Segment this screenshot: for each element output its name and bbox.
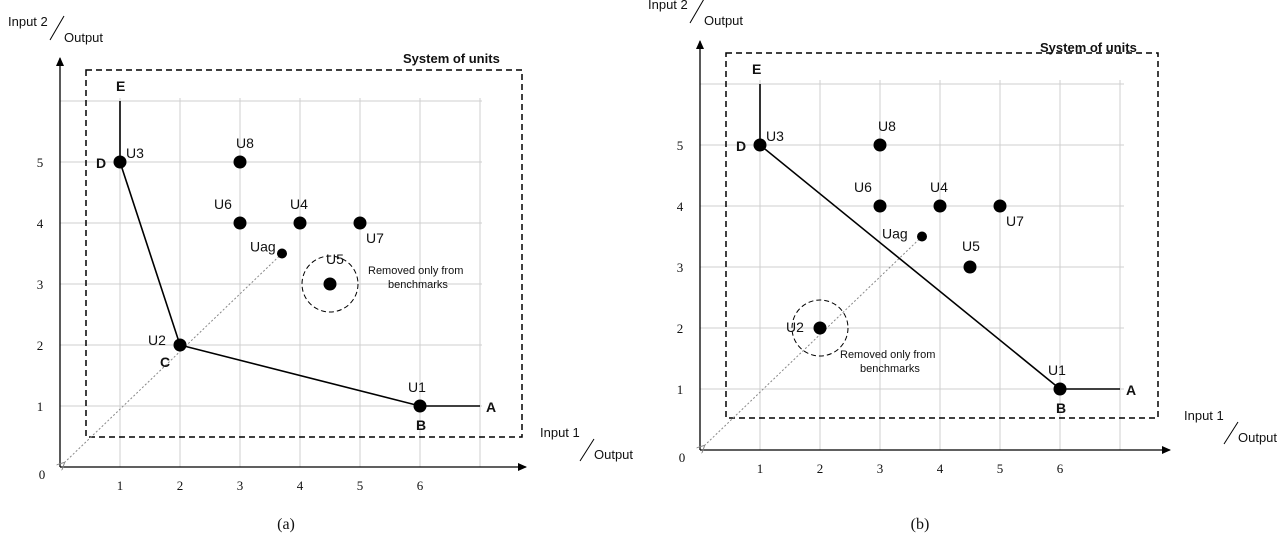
x-tick-label: 6 xyxy=(1057,461,1064,476)
y-tick-label: 4 xyxy=(677,199,684,214)
unit-point-u3 xyxy=(113,155,127,169)
unit-label-u8: U8 xyxy=(236,135,254,151)
frontier-label-a: A xyxy=(486,399,496,415)
unit-point-u4 xyxy=(933,199,947,213)
unit-label-u7: U7 xyxy=(1006,213,1024,229)
unit-point-u2 xyxy=(173,338,187,352)
unit-label-u4: U4 xyxy=(290,196,308,212)
x-axis-label-numerator: Input 1 xyxy=(540,425,580,440)
aggregate-point xyxy=(277,248,287,259)
frontier-label-e: E xyxy=(116,78,125,94)
unit-point-u7 xyxy=(993,199,1007,213)
unit-label-u5: U5 xyxy=(326,251,344,267)
removed-note-line-1: Removed only from xyxy=(368,265,463,277)
chart-panel-b: 1 2 3 4 5 6 1 2 3 4 5 0 Input 2 Output Input 1 Output Sy… xyxy=(648,0,1277,533)
unit-label-u8: U8 xyxy=(878,118,896,134)
x-tick-label: 4 xyxy=(297,478,304,493)
y-tick-label: 5 xyxy=(37,155,44,170)
x-tick-label: 5 xyxy=(997,461,1004,476)
x-axis-label-denominator: Output xyxy=(1238,430,1277,445)
y-axis-label-numerator: Input 2 xyxy=(8,14,48,29)
chart-panel-a: 1 2 3 4 5 6 1 2 3 4 5 0 Input 2 Output Input 1 Output Sy… xyxy=(8,14,633,533)
unit-label-u6: U6 xyxy=(854,179,872,195)
unit-point-u4 xyxy=(293,216,307,230)
unit-point-u8 xyxy=(873,138,887,152)
y-tick-label: 4 xyxy=(37,216,44,231)
y-tick-label: 3 xyxy=(37,277,44,292)
aggregate-label: Uag xyxy=(882,226,908,242)
panel-caption: (b) xyxy=(911,516,930,533)
unit-label-u1: U1 xyxy=(1048,362,1066,378)
y-tick-label: 5 xyxy=(677,138,684,153)
y-tick-label: 2 xyxy=(677,321,684,336)
x-tick-label: 2 xyxy=(177,478,184,493)
frontier-label-d: D xyxy=(736,138,746,154)
x-tick-label: 4 xyxy=(937,461,944,476)
unit-label-u5: U5 xyxy=(962,238,980,254)
unit-point-u1 xyxy=(1053,382,1067,396)
unit-point-u8 xyxy=(233,155,247,169)
x-tick-label: 3 xyxy=(877,461,884,476)
unit-point-u5 xyxy=(323,277,337,291)
removed-note-line-2: benchmarks xyxy=(860,363,920,375)
y-tick-label: 2 xyxy=(37,338,44,353)
x-axis-label-slash xyxy=(579,438,595,462)
y-axis-label-denominator: Output xyxy=(64,30,103,45)
unit-label-u1: U1 xyxy=(408,379,426,395)
panel-caption: (a) xyxy=(277,516,295,533)
removed-unit-ring xyxy=(301,255,359,313)
y-axis-label-slash xyxy=(49,15,65,41)
y-axis-label-numerator: Input 2 xyxy=(648,0,688,12)
frontier-label-c: C xyxy=(160,354,170,370)
removed-unit-ring xyxy=(791,299,849,357)
y-axis-label-denominator: Output xyxy=(704,13,743,28)
frontier-label-e: E xyxy=(752,61,761,77)
system-of-units-title: System of units xyxy=(1040,40,1137,55)
frontier-label-b: B xyxy=(416,417,426,433)
unit-point-u5 xyxy=(963,260,977,274)
origin-label: 0 xyxy=(679,450,686,465)
aggregate-point xyxy=(917,231,927,242)
frontier-label-b: B xyxy=(1056,400,1066,416)
unit-point-u6 xyxy=(233,216,247,230)
x-axis-label-numerator: Input 1 xyxy=(1184,408,1224,423)
unit-label-u3: U3 xyxy=(766,128,784,144)
aggregate-label: Uag xyxy=(250,239,276,255)
unit-label-u3: U3 xyxy=(126,145,144,161)
removed-note-line-1: Removed only from xyxy=(840,349,935,361)
system-of-units-title: System of units xyxy=(403,51,500,66)
y-tick-label: 1 xyxy=(677,382,684,397)
unit-point-u7 xyxy=(353,216,367,230)
system-of-units-box xyxy=(725,52,1159,419)
x-tick-label: 6 xyxy=(417,478,424,493)
y-tick-label: 3 xyxy=(677,260,684,275)
efficient-frontier xyxy=(759,84,1120,390)
unit-label-u4: U4 xyxy=(930,179,948,195)
removed-note-line-2: benchmarks xyxy=(388,279,448,291)
y-tick-label: 1 xyxy=(37,399,44,414)
aggregate-ray xyxy=(64,253,283,464)
x-axis-label-denominator: Output xyxy=(594,447,633,462)
unit-label-u7: U7 xyxy=(366,230,384,246)
y-axis-label-slash xyxy=(689,0,704,24)
unit-point-u3 xyxy=(753,138,767,152)
x-tick-label: 3 xyxy=(237,478,244,493)
unit-point-u1 xyxy=(413,399,427,413)
frontier-label-d: D xyxy=(96,155,106,171)
unit-point-u6 xyxy=(873,199,887,213)
unit-label-u2: U2 xyxy=(148,332,166,348)
frontier-label-a: A xyxy=(1126,382,1136,398)
x-axis-label-slash xyxy=(1223,421,1239,445)
unit-point-u2 xyxy=(813,321,827,335)
system-of-units-box xyxy=(85,69,523,438)
x-tick-label: 2 xyxy=(817,461,824,476)
origin-label: 0 xyxy=(39,467,46,482)
unit-label-u2: U2 xyxy=(786,319,804,335)
x-tick-label: 1 xyxy=(117,478,124,493)
unit-label-u6: U6 xyxy=(214,196,232,212)
aggregate-ray xyxy=(704,236,923,447)
x-tick-label: 1 xyxy=(757,461,764,476)
x-tick-label: 5 xyxy=(357,478,364,493)
